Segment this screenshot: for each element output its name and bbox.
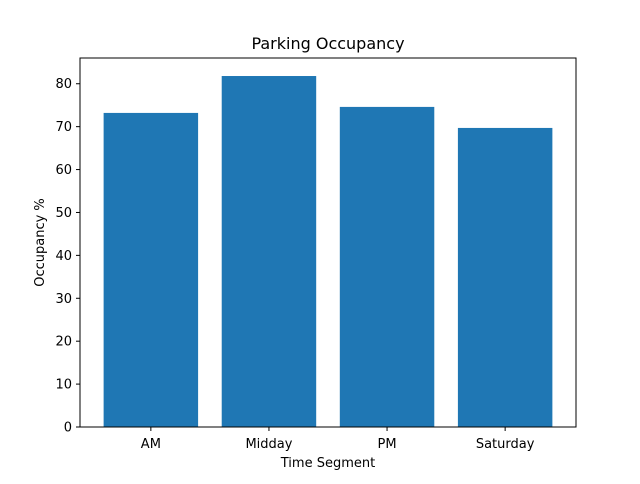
bars-group (103, 76, 553, 428)
x-axis: AM Midday PM Saturday (141, 427, 535, 452)
y-tick-label: 80 (55, 77, 72, 92)
y-tick-label: 0 (64, 421, 72, 436)
y-tick-label: 70 (55, 120, 72, 135)
y-tick-label: 10 (55, 378, 72, 393)
x-tick-label: Saturday (476, 437, 535, 452)
y-tick-label: 40 (55, 249, 72, 264)
y-axis-label: Occupancy % (33, 198, 48, 287)
plot-frame (79, 57, 577, 428)
bar-midday (221, 76, 317, 428)
bar-saturday (457, 127, 553, 427)
y-tick-label: 50 (55, 206, 72, 221)
x-tick-label: PM (378, 437, 397, 452)
chart-title: Parking Occupancy (251, 34, 404, 53)
y-tick-label: 20 (55, 335, 72, 350)
bar-am (103, 112, 199, 428)
x-axis-label: Time Segment (280, 456, 375, 471)
y-tick-label: 30 (55, 292, 72, 307)
y-axis: 0 10 20 30 40 50 60 70 80 (55, 77, 80, 436)
x-tick-label: Midday (245, 437, 292, 452)
bar-pm (339, 106, 435, 427)
x-tick-label: AM (141, 437, 161, 452)
y-tick-label: 60 (55, 163, 72, 178)
